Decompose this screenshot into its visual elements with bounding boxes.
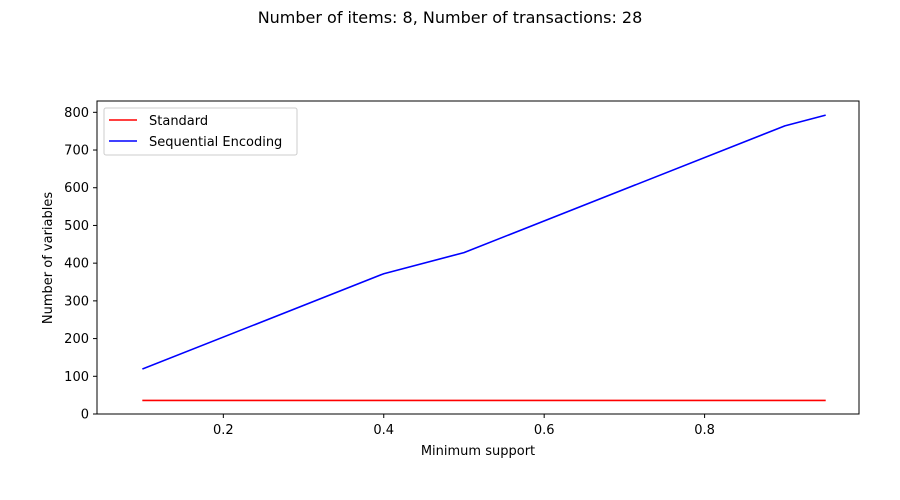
y-tick-label: 700 <box>64 144 89 159</box>
y-tick-label: 400 <box>64 257 89 272</box>
legend: Standard Sequential Encoding <box>103 107 298 156</box>
y-tick-label: 300 <box>64 294 89 309</box>
y-tick-label: 800 <box>64 106 89 121</box>
x-tick-label: 0.4 <box>373 423 394 438</box>
legend-box <box>103 107 298 156</box>
y-tick-label: 500 <box>64 219 89 234</box>
series-line-sequential-encoding <box>142 114 826 370</box>
x-tick-label: 0.6 <box>534 423 555 438</box>
plot-frame <box>96 100 860 415</box>
y-tick-label: 600 <box>64 181 89 196</box>
series-layer <box>142 114 826 402</box>
y-axis-label: Number of variables <box>41 192 56 324</box>
chart-title: Number of items: 8, Number of transactio… <box>258 8 643 27</box>
y-tick-label: 200 <box>64 332 89 347</box>
legend-label-standard: Standard <box>149 114 208 129</box>
y-tick-label: 0 <box>81 408 89 423</box>
x-axis-label: Minimum support <box>421 444 535 459</box>
x-tick-label: 0.2 <box>213 423 234 438</box>
legend-label-sequential-encoding: Sequential Encoding <box>149 135 282 150</box>
y-tick-label: 100 <box>64 370 89 385</box>
x-axis: 0.2 0.4 0.6 0.8 <box>213 414 715 438</box>
y-axis: 0 100 200 300 400 500 600 700 800 <box>64 106 97 423</box>
x-tick-label: 0.8 <box>694 423 715 438</box>
